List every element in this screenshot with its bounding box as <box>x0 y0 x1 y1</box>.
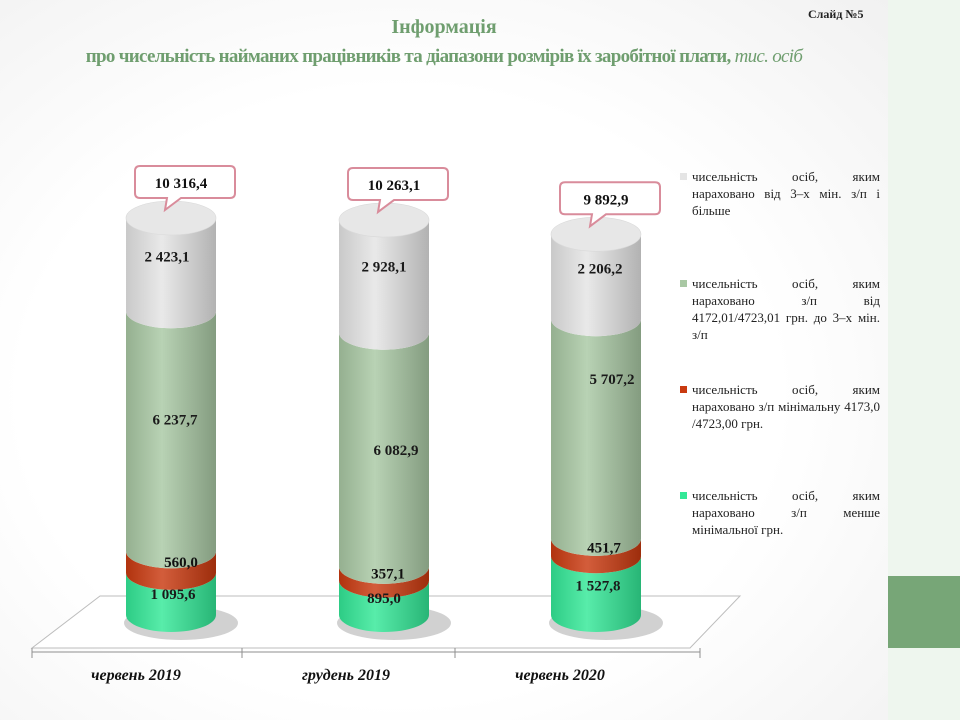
total-label: 9 892,9 <box>584 192 629 208</box>
bar-segment <box>551 319 641 556</box>
cylinder-1 <box>124 200 238 640</box>
side-decoration-block <box>888 576 960 648</box>
total-callout-box <box>347 167 449 215</box>
category-label: грудень 2019 <box>302 667 390 684</box>
bar-segment <box>339 580 429 632</box>
legend-item: чисельність осіб, яким нараховано з/п мі… <box>680 381 880 432</box>
legend-label: чисельність осіб, яким нараховано з/п ме… <box>692 488 880 537</box>
data-label: 1 527,8 <box>576 579 621 595</box>
legend-label: чисельність осіб, яким нараховано від 3–… <box>692 169 880 218</box>
data-label: 6 237,7 <box>153 412 199 428</box>
data-label: 2 423,1 <box>145 250 190 266</box>
stacked-cylinder-chart: 1 095,6 560,0 6 237,7 2 423,1 10 316,4 895,0 3… <box>30 165 742 684</box>
category-label: червень 2019 <box>91 667 181 684</box>
legend-swatch <box>680 173 687 180</box>
title-unit: тис. осіб <box>734 46 803 67</box>
bar-segment <box>339 566 429 598</box>
total-label: 10 263,1 <box>368 178 421 194</box>
total-callout-box <box>134 165 236 213</box>
bar-segment <box>126 551 216 590</box>
bar-segment <box>126 218 216 329</box>
data-label: 2 206,2 <box>578 262 623 278</box>
cylinder-2 <box>337 202 451 640</box>
legend-swatch <box>680 386 687 393</box>
title-line-2: про чисельність найманих працівників та … <box>0 46 888 68</box>
legend-label: чисельність осіб, яким нараховано з/п ві… <box>692 276 880 342</box>
category-label: червень 2020 <box>515 667 605 684</box>
legend-item: чисельність осіб, яким нараховано з/п ме… <box>680 487 880 538</box>
legend-item: чисельність осіб, яким нараховано з/п ві… <box>680 275 880 343</box>
bar-segment <box>339 220 429 350</box>
legend-item: чисельність осіб, яким нараховано від 3–… <box>680 168 880 219</box>
data-label: 6 082,9 <box>374 443 419 459</box>
total-label: 10 316,4 <box>155 176 208 192</box>
data-label: 357,1 <box>371 567 405 583</box>
title-text: про чисельність найманих працівників та … <box>85 46 731 67</box>
data-label: 1 095,6 <box>151 587 197 603</box>
bar-segment <box>126 311 216 569</box>
cylinder-3 <box>549 216 663 640</box>
data-label: 560,0 <box>164 555 198 571</box>
bar-segment <box>551 538 641 574</box>
data-label: 451,7 <box>587 541 621 557</box>
bar-segment <box>339 332 429 584</box>
bar-segment <box>126 572 216 632</box>
legend-label: чисельність осіб, яким нараховано з/п мі… <box>692 382 880 431</box>
bar-segment <box>551 234 641 337</box>
total-callout: 10 263,1 <box>347 167 449 215</box>
data-label: 2 928,1 <box>362 259 407 275</box>
slide-number: Слайд №5 <box>808 7 864 21</box>
data-label: 895,0 <box>367 591 401 607</box>
legend-swatch <box>680 280 687 287</box>
title-line-1: Інформація <box>391 16 497 38</box>
total-callout-box <box>559 181 661 229</box>
bar-segment <box>551 556 641 632</box>
legend-swatch <box>680 492 687 499</box>
total-callout: 10 316,4 <box>134 165 236 213</box>
total-callout: 9 892,9 <box>559 181 661 229</box>
data-label: 5 707,2 <box>590 372 635 388</box>
